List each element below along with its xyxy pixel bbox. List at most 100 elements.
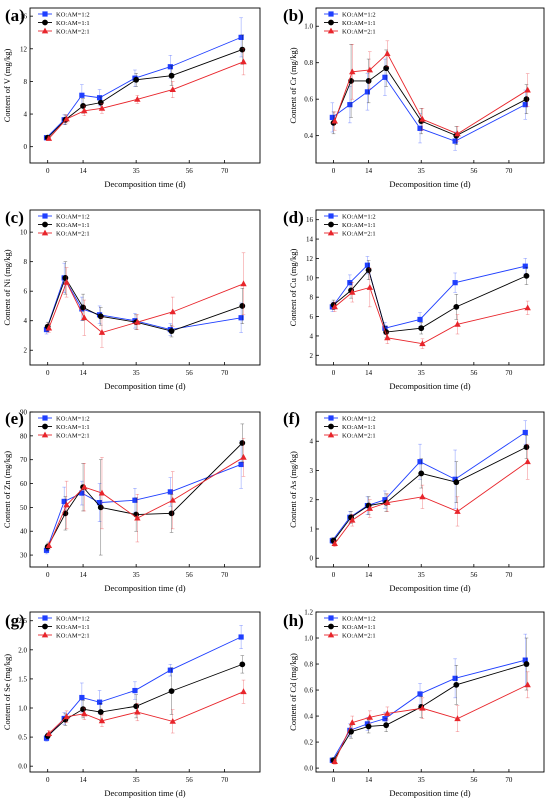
panel-label: (a) <box>5 6 25 25</box>
data-point <box>418 325 425 332</box>
x-tick-label: 56 <box>186 776 194 784</box>
data-point <box>134 514 141 521</box>
legend: KO:AM=1:2KO:AM=1:1 KO:AM=2:1 <box>38 415 90 440</box>
legend-label: KO:AM=2:1 <box>56 633 90 640</box>
x-tick-label: 14 <box>365 167 373 175</box>
plot-frame <box>315 209 545 366</box>
legend-marker <box>327 229 335 236</box>
y-tick-label: 3 <box>310 467 314 475</box>
chart-panel: (h) 0.0 0.2 0.4 0.6 0.8 1.0 1.2 0 14 35 56 70 Decompo… <box>283 609 545 798</box>
data-series <box>43 262 244 336</box>
legend-marker <box>41 631 49 638</box>
y-tick-label: 0.8 <box>304 661 313 669</box>
data-series <box>45 252 247 348</box>
data-point <box>97 504 104 511</box>
x-tick-label: 0 <box>332 776 336 784</box>
data-point <box>522 429 528 436</box>
data-point <box>348 728 354 735</box>
y-tick-label: 6 <box>310 313 314 321</box>
data-point <box>331 303 338 310</box>
y-axis-label: Content of Ni (mg/kg) <box>2 249 12 325</box>
legend-label: KO:AM=1:1 <box>56 20 90 27</box>
legend-marker <box>328 221 334 228</box>
data-point <box>331 540 338 547</box>
y-tick-label: 2 <box>310 352 314 360</box>
data-point <box>167 489 173 495</box>
x-tick-label: 56 <box>470 369 478 377</box>
series-line <box>334 684 528 762</box>
chart-panel: (f) 0 1 2 3 4 0 14 35 56 70 Decomposition time (d) C… <box>283 409 545 593</box>
data-point <box>383 65 390 72</box>
legend-label: KO:AM=2:1 <box>56 433 90 440</box>
x-tick-label: 70 <box>221 776 229 784</box>
legend: KO:AM=1:2KO:AM=1:1 KO:AM=2:1 <box>324 11 376 36</box>
panel-label: (d) <box>283 208 304 227</box>
y-tick-label: 30 <box>20 552 28 560</box>
legend-label: KO:AM=1:2 <box>342 416 376 423</box>
data-point <box>331 117 338 124</box>
y-tick-label: 14 <box>306 236 314 244</box>
data-series <box>331 40 531 142</box>
legend-label: KO:AM=2:1 <box>342 633 376 640</box>
data-point <box>80 706 86 713</box>
x-axis-label: Decomposition time (d) <box>389 583 470 593</box>
data-point <box>522 102 528 108</box>
data-point <box>382 497 388 503</box>
legend: KO:AM=1:2KO:AM=1:1 KO:AM=2:1 <box>38 615 90 640</box>
x-tick-label: 70 <box>505 167 513 175</box>
data-point <box>240 58 247 65</box>
data-point <box>524 458 531 465</box>
legend-marker <box>327 631 335 638</box>
y-axis-label: Content of Zn (mg/kg) <box>2 451 12 528</box>
series-line <box>46 276 242 331</box>
data-point <box>134 708 141 715</box>
data-point <box>79 490 85 496</box>
y-tick-label: 1.0 <box>304 23 313 31</box>
panel-label: (c) <box>5 208 24 227</box>
data-point <box>63 115 70 122</box>
data-point <box>349 516 356 523</box>
legend-label: KO:AM=1:2 <box>342 616 376 623</box>
data-point <box>81 107 88 114</box>
data-point <box>96 699 103 705</box>
data-point <box>63 501 70 508</box>
legend-marker <box>42 221 48 228</box>
data-series <box>45 48 247 141</box>
data-series <box>329 58 528 151</box>
data-point <box>240 280 247 287</box>
data-point <box>97 99 104 106</box>
data-point <box>349 68 356 75</box>
data-point <box>240 453 247 460</box>
x-tick-label: 0 <box>332 571 336 579</box>
data-series <box>330 44 530 146</box>
data-series <box>331 267 531 349</box>
data-point <box>239 46 246 53</box>
y-tick-label: 2.5 <box>18 617 27 625</box>
legend-marker <box>327 27 335 34</box>
data-series <box>329 256 528 335</box>
legend-marker <box>41 431 49 438</box>
data-point <box>364 262 371 268</box>
y-tick-label: 0.0 <box>304 765 313 773</box>
data-point <box>45 542 53 548</box>
legend-marker <box>42 423 48 430</box>
y-tick-label: 8 <box>310 294 314 302</box>
x-tick-label: 14 <box>80 369 88 377</box>
y-tick-label: 4 <box>24 317 28 325</box>
legend-label: KO:AM=1:1 <box>342 20 376 27</box>
series-line <box>46 636 242 739</box>
x-axis-label: Decomposition time (d) <box>389 179 470 189</box>
data-point <box>454 320 461 327</box>
data-point <box>523 661 530 667</box>
data-series <box>330 435 530 544</box>
data-point <box>347 102 353 108</box>
legend: KO:AM=1:2KO:AM=1:1 KO:AM=2:1 <box>38 11 90 36</box>
data-point <box>168 328 175 334</box>
data-point <box>238 34 244 40</box>
x-tick-label: 14 <box>80 776 88 784</box>
data-point <box>81 710 88 717</box>
data-series <box>44 423 246 556</box>
legend-marker <box>42 415 48 421</box>
plot-frame <box>29 611 261 773</box>
legend-marker <box>328 615 334 621</box>
